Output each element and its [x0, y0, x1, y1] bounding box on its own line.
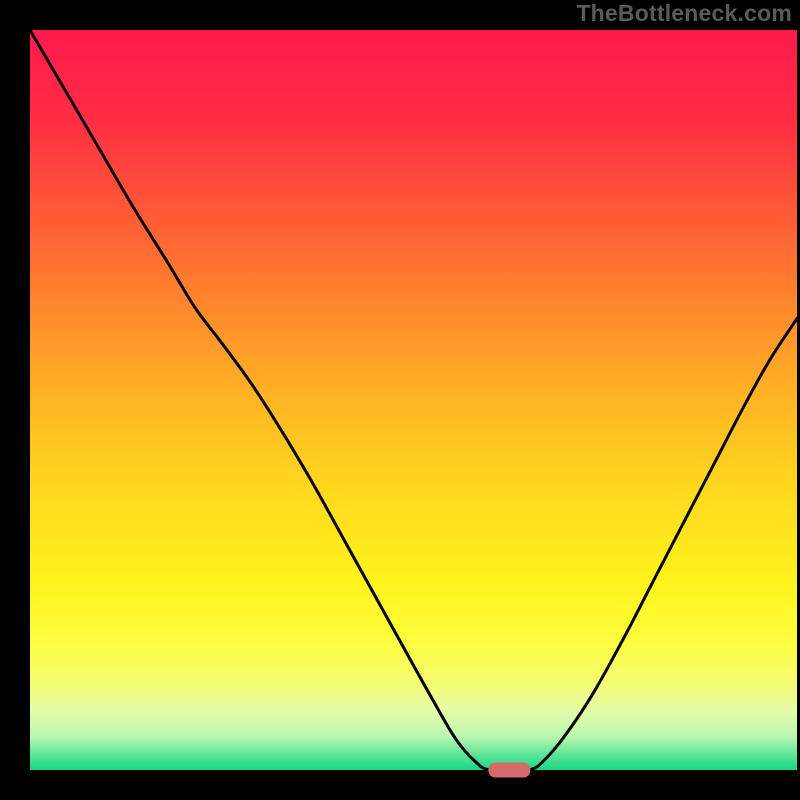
optimal-zone-marker [488, 763, 530, 778]
bottleneck-chart [0, 0, 800, 800]
watermark-text: TheBottleneck.com [576, 0, 792, 27]
plot-background [30, 30, 797, 770]
chart-stage: TheBottleneck.com [0, 0, 800, 800]
